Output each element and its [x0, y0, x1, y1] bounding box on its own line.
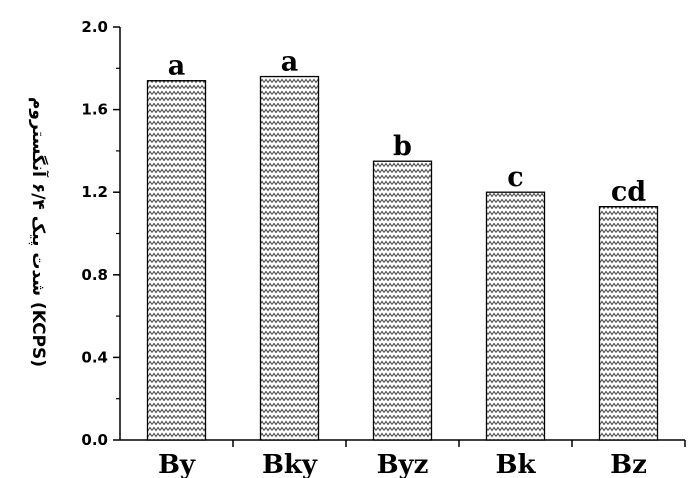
significance-label: b — [393, 131, 412, 162]
x-tick-label: By — [158, 450, 196, 478]
y-tick-label: 0.0 — [81, 431, 108, 449]
bar-byz — [372, 160, 433, 441]
y-tick-label: 1.6 — [81, 101, 108, 119]
y-tick-label: 0.8 — [81, 266, 108, 284]
bar-bky — [259, 75, 320, 441]
x-tick-label: Bk — [496, 450, 537, 478]
bar-by — [146, 80, 207, 441]
significance-label: a — [168, 51, 186, 82]
bars — [146, 75, 659, 441]
y-tick-label: 1.2 — [81, 183, 108, 201]
bar-bk — [485, 191, 546, 441]
y-tick-label: 2.0 — [81, 18, 108, 36]
x-tick-label: Bky — [262, 450, 318, 478]
y-tick-label: 0.4 — [81, 348, 108, 366]
significance-label: c — [507, 162, 523, 193]
y-axis-label: شدت پیک ۶/۴ آنگستروم (KCPS) — [28, 97, 50, 367]
labels: 0.0 0.4 0.8 1.2 1.6 2.0 By a Bky a Byz b Bk c Bz cd — [81, 18, 646, 478]
bar-bz — [598, 206, 659, 441]
axes — [113, 26, 686, 447]
significance-label: cd — [611, 177, 646, 208]
x-tick-label: Bz — [610, 450, 647, 478]
x-tick-label: Byz — [377, 450, 429, 478]
significance-label: a — [281, 47, 299, 78]
